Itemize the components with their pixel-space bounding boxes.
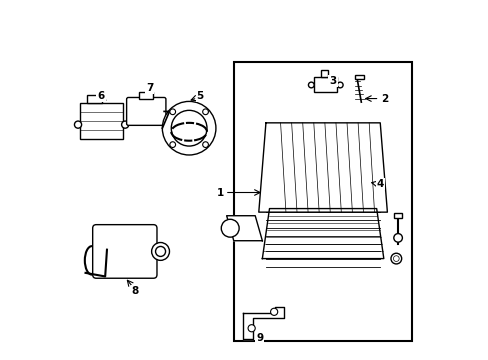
Text: 3: 3 [329,76,336,86]
Text: 2: 2 [380,94,387,104]
Circle shape [390,253,401,264]
Circle shape [337,82,343,88]
Circle shape [155,247,165,256]
Text: 9: 9 [256,333,263,343]
Circle shape [169,109,175,114]
Polygon shape [262,208,383,258]
Circle shape [270,308,277,315]
FancyBboxPatch shape [93,225,157,278]
Circle shape [122,121,128,128]
Circle shape [169,142,175,148]
Circle shape [171,111,206,146]
Text: 8: 8 [131,287,139,296]
Circle shape [203,109,208,114]
Bar [80,103,123,139]
Bar [393,213,402,217]
Circle shape [393,256,398,261]
Circle shape [247,325,255,332]
Circle shape [203,142,208,148]
Bar [139,92,152,99]
Bar [87,95,102,103]
Polygon shape [258,123,386,212]
Circle shape [308,82,313,88]
Circle shape [151,243,169,260]
Text: 5: 5 [196,91,203,102]
Bar [233,62,411,341]
Circle shape [162,102,216,155]
Text: 1: 1 [216,188,224,198]
FancyBboxPatch shape [126,98,165,125]
Text: 6: 6 [97,91,104,101]
Circle shape [221,219,239,237]
Text: 7: 7 [145,83,153,93]
Polygon shape [242,307,283,339]
Bar [320,69,328,77]
Circle shape [74,121,81,128]
Bar [354,75,364,79]
Text: 4: 4 [376,179,383,189]
Circle shape [393,234,402,242]
Bar [313,77,337,93]
Polygon shape [226,216,262,241]
